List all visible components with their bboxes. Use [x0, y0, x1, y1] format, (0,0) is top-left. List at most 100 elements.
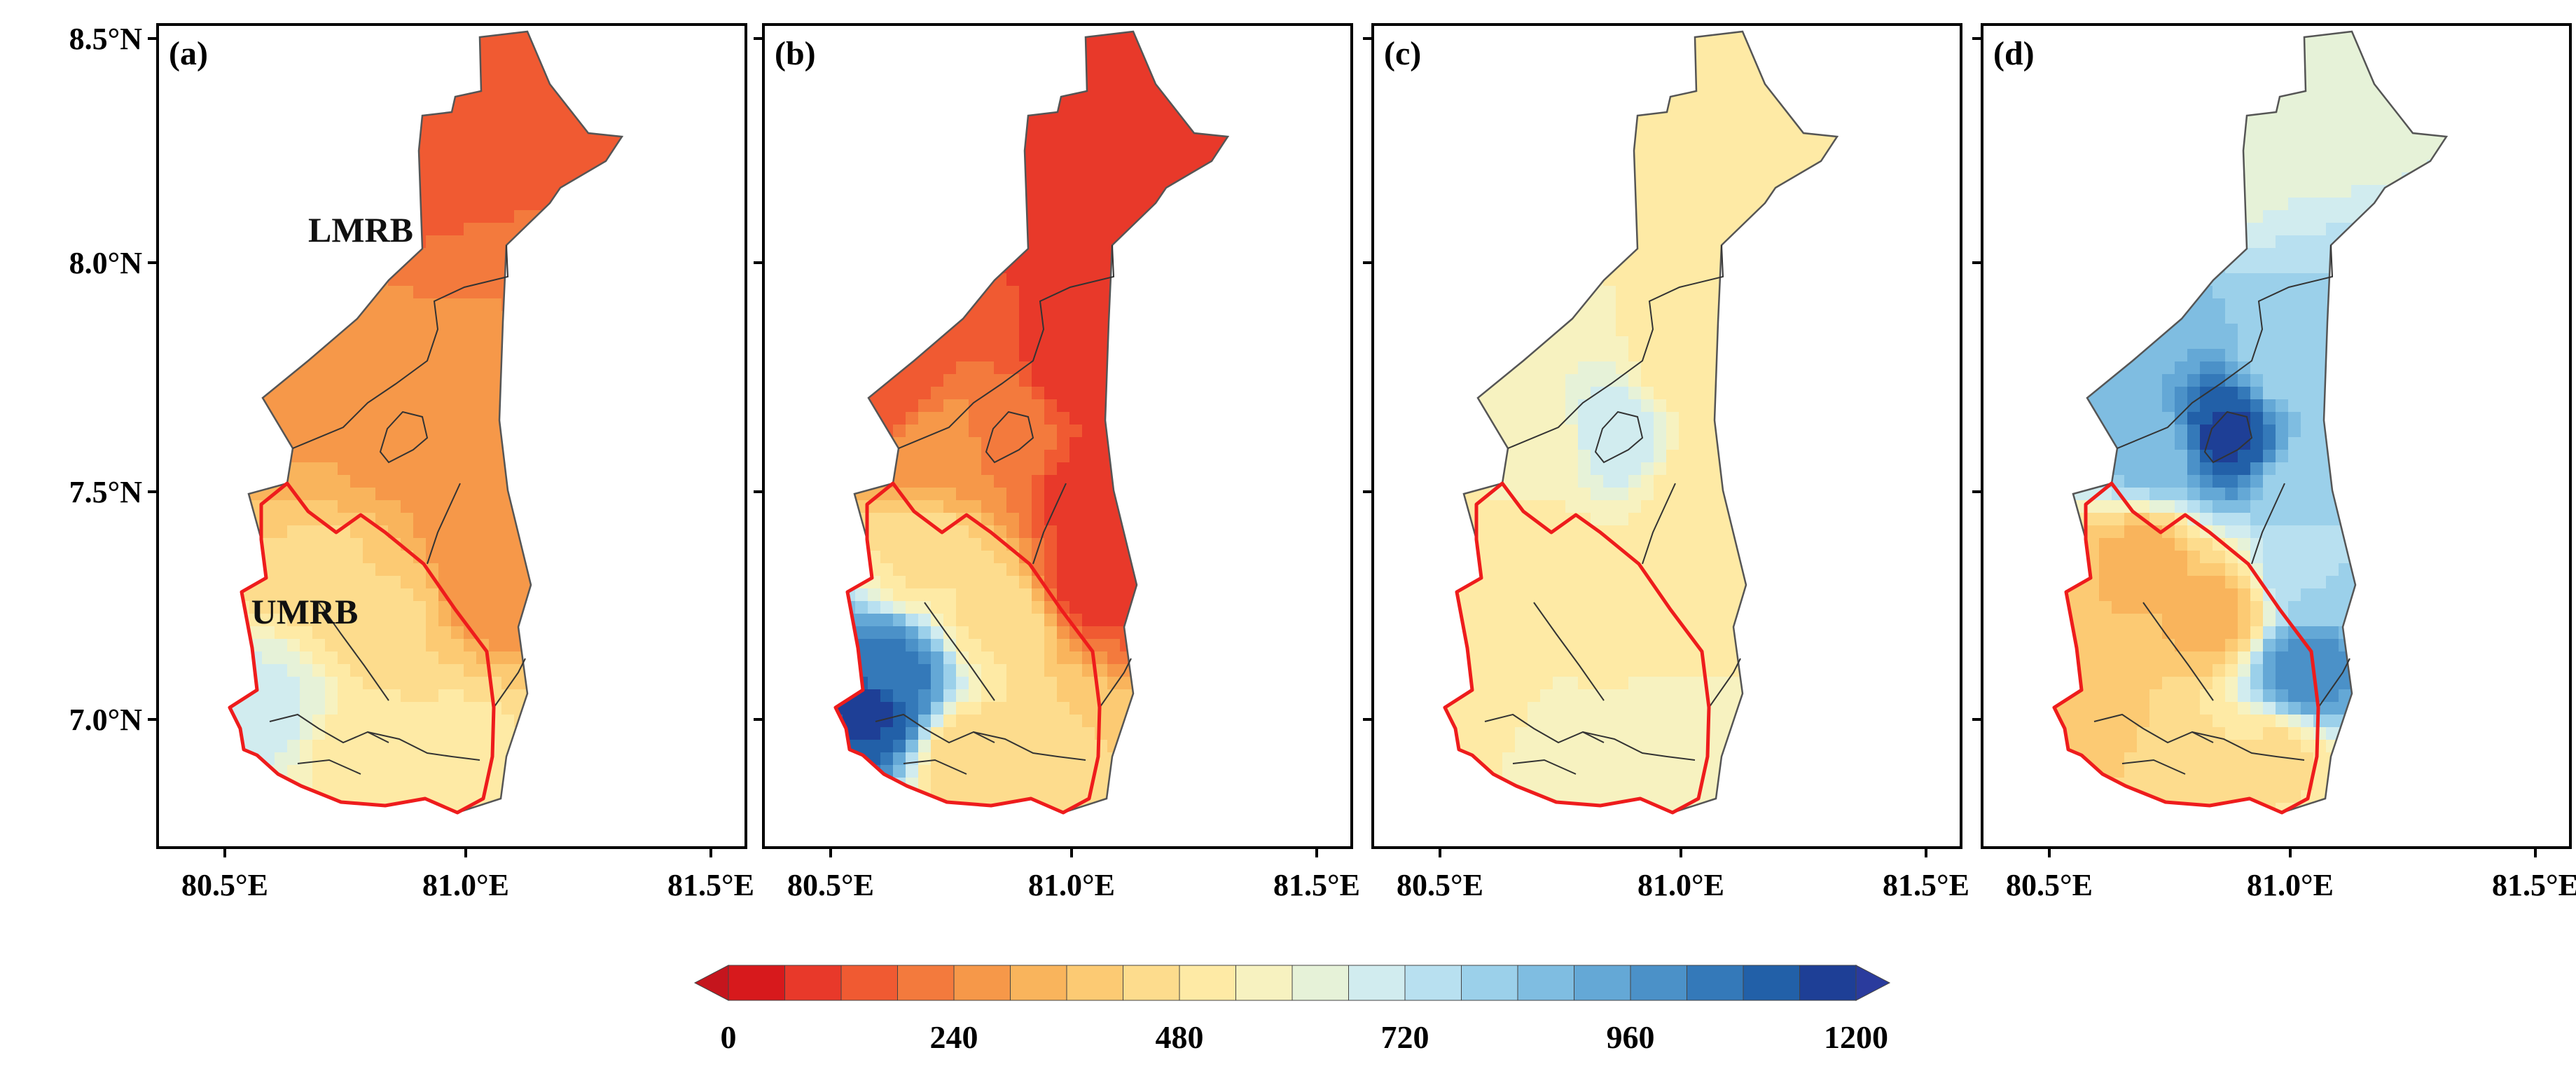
colorbar-tick-label: 720 [1381, 1019, 1429, 1055]
x-tick-label: 81.0°E [422, 868, 509, 902]
panel-label: (c) [1384, 35, 1421, 72]
colorbar-tick-label: 960 [1607, 1019, 1655, 1055]
colorbar-segment [1574, 965, 1631, 1001]
sub-basin-boundary [318, 602, 389, 701]
x-tick-label: 81.5°E [667, 868, 754, 902]
colorbar-over-arrow [1855, 965, 1891, 1001]
colorbar-segment [1630, 965, 1688, 1001]
colorbar-segment [1461, 965, 1518, 1001]
sub-basin-boundary [493, 658, 526, 708]
y-tick-label: 7.0°N [69, 703, 143, 737]
x-tick-label: 80.5°E [2006, 868, 2093, 902]
colorbar-segment [953, 965, 1011, 1001]
colorbar-segment [1799, 965, 1857, 1001]
sub-basin-boundary [2251, 483, 2285, 565]
x-tick-label: 81.5°E [2492, 868, 2576, 902]
x-tick-label: 81.0°E [1637, 868, 1724, 902]
colorbar: 0 240 480 720 960 1200 [693, 965, 1891, 1055]
panel-label: (b) [775, 35, 816, 72]
colorbar-under-arrow [693, 965, 729, 1001]
sub-basin-boundary [1512, 759, 1577, 775]
panel-b: 80.5°E 81.0°E 81.5°E (b) [754, 23, 1360, 902]
panel-frame [762, 23, 1353, 849]
value-field [1445, 32, 1837, 813]
y-tick-label: 8.0°N [69, 246, 143, 280]
sub-basin-boundary [2117, 244, 2334, 449]
panel-frame [156, 23, 747, 849]
colorbar-tick-label: 0 [721, 1019, 737, 1055]
sub-basin-boundary [1032, 483, 1067, 565]
sub-basin-boundary [427, 483, 461, 565]
sub-basin-boundary [2318, 658, 2350, 708]
sub-basin-boundary [1708, 658, 1741, 708]
sub-basin-boundary [269, 713, 389, 744]
sub-basin-boundary [297, 759, 361, 775]
panel-d: 80.5°E 81.0°E 81.5°E (d) [1972, 23, 2576, 902]
sub-basin-boundary [985, 411, 1034, 464]
y-tick-label: 7.5°N [69, 475, 143, 509]
colorbar-tick-label: 240 [930, 1019, 978, 1055]
panel-label: (a) [169, 35, 208, 72]
sub-basin-boundary [379, 411, 429, 464]
panel-frame [1371, 23, 1962, 849]
region-label-lmrb: LMRB [308, 210, 413, 249]
sub-basin-boundary [898, 244, 1115, 449]
colorbar-segment [840, 965, 899, 1001]
colorbar-segment [1743, 965, 1801, 1001]
colorbar-segment [1404, 965, 1462, 1001]
colorbar-segment [1123, 965, 1180, 1001]
x-tick-label: 81.5°E [1883, 868, 1969, 902]
region-label-umrb: UMRB [251, 592, 359, 631]
sub-basin-boundary [2142, 602, 2214, 701]
panel-frame [1981, 23, 2572, 849]
colorbar-segment [1687, 965, 1744, 1001]
sub-basin-boundary [1507, 244, 1724, 449]
colorbar-segment [1235, 965, 1293, 1001]
sub-basin-boundary [2191, 731, 2305, 761]
x-tick-label: 81.0°E [2247, 868, 2334, 902]
x-tick-label: 80.5°E [787, 868, 874, 902]
umrb-boundary [833, 481, 1102, 815]
x-tick-label: 80.5°E [1397, 868, 1483, 902]
x-tick-label: 81.5°E [1273, 868, 1360, 902]
colorbar-tick-label: 480 [1156, 1019, 1204, 1055]
sub-basin-boundary [1099, 658, 1132, 708]
colorbar-tick-label: 1200 [1824, 1019, 1888, 1055]
sub-basin-boundary [367, 731, 480, 761]
colorbar-segment [1010, 965, 1067, 1001]
colorbar-segment [1292, 965, 1350, 1001]
sub-basin-boundary [875, 713, 995, 744]
sub-basin-boundary [1533, 602, 1605, 701]
colorbar-segment [728, 965, 786, 1001]
umrb-boundary [1443, 481, 1711, 815]
sub-basin-boundary [924, 602, 995, 701]
sub-basin-boundary [973, 731, 1086, 761]
sub-basin-boundary [1582, 731, 1696, 761]
value-field [230, 32, 622, 813]
colorbar-segment [784, 965, 842, 1001]
panels: 80.5°E 81.0°E 81.5°E 8.5°N 8.0°N 7.5°N 7.0°N (a… [69, 22, 2576, 902]
colorbar-segment [1179, 965, 1237, 1001]
sub-basin-boundary [2203, 411, 2253, 464]
colorbar-segment [1348, 965, 1406, 1001]
sub-basin-boundary [2121, 759, 2186, 775]
umrb-boundary [228, 481, 496, 815]
panel-label: (d) [1993, 35, 2035, 72]
value-field [2054, 32, 2446, 813]
value-field [836, 32, 1228, 813]
colorbar-segment [1066, 965, 1124, 1001]
sub-basin-boundary [1594, 411, 1644, 464]
sub-basin-boundary [903, 759, 967, 775]
colorbar-segment [897, 965, 955, 1001]
sub-basin-boundary [1642, 483, 1676, 565]
colorbar-segment [1517, 965, 1575, 1001]
panel-c: 80.5°E 81.0°E 81.5°E (c) [1363, 23, 1969, 902]
sub-basin-boundary [1484, 713, 1605, 744]
sub-basin-boundary [292, 244, 509, 449]
sub-basin-boundary [2093, 713, 2214, 744]
x-tick-label: 80.5°E [181, 868, 268, 902]
y-tick-label: 8.5°N [69, 22, 143, 56]
x-tick-label: 81.0°E [1028, 868, 1115, 902]
umrb-boundary [2052, 481, 2320, 815]
